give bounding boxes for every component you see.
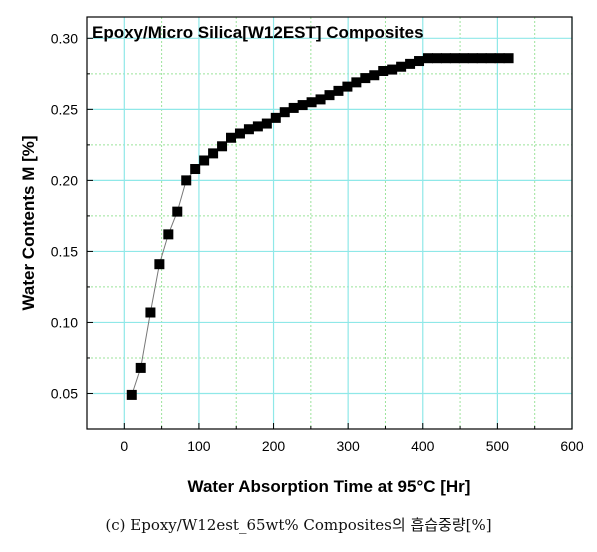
data-point (199, 155, 210, 166)
data-point (154, 259, 165, 270)
data-point (270, 112, 281, 123)
y-axis-label: Water Contents M [%] (19, 135, 38, 310)
data-point (458, 53, 469, 64)
data-point (369, 70, 380, 81)
x-tick-label: 300 (336, 438, 360, 454)
data-point (163, 229, 174, 240)
data-point (333, 85, 344, 96)
plot-frame (86, 16, 573, 430)
data-point (190, 164, 201, 175)
data-point (234, 128, 245, 139)
series-line (131, 57, 509, 396)
data-point (449, 53, 460, 64)
data-point (342, 81, 353, 92)
data-point (208, 148, 219, 159)
y-tick-label: 0.25 (51, 101, 78, 117)
data-point (351, 77, 362, 88)
x-tick-label: 400 (411, 438, 435, 454)
y-tick-label: 0.30 (51, 30, 78, 46)
data-point (422, 53, 433, 64)
data-point (279, 107, 290, 118)
data-point (396, 61, 407, 72)
data-point (126, 389, 137, 400)
x-tick-label: 0 (120, 438, 128, 454)
y-tick-label: 0.05 (51, 385, 78, 401)
series-layer (126, 53, 514, 400)
y-tick-label: 0.20 (51, 172, 78, 188)
data-point (297, 100, 308, 111)
data-point (387, 64, 398, 75)
y-tick-label: 0.15 (51, 243, 78, 259)
data-point (252, 121, 263, 132)
figure-caption: (c) Epoxy/W12est_65wt% Composites의 흡습중량[… (105, 516, 492, 534)
data-point (243, 124, 254, 135)
data-point (360, 73, 371, 84)
x-tick-label: 200 (262, 438, 286, 454)
data-point (467, 53, 478, 64)
data-point (135, 362, 146, 373)
data-point (494, 53, 505, 64)
x-tick-label: 100 (187, 438, 211, 454)
data-point (414, 56, 425, 67)
grid-layer (86, 17, 573, 430)
data-point (503, 53, 514, 64)
data-point (405, 58, 416, 69)
data-point (440, 53, 451, 64)
data-point (226, 132, 237, 143)
data-point (378, 65, 389, 76)
x-tick-label: 600 (560, 438, 584, 454)
data-point (306, 97, 317, 108)
data-point (145, 307, 156, 318)
data-point (172, 206, 183, 217)
x-tick-label: 500 (486, 438, 510, 454)
data-point (315, 94, 326, 105)
tick-layer: 0 100 200 300 400 500 600 0.05 0.10 0.15 0.20 0.25 0… (51, 30, 584, 454)
data-point (217, 141, 228, 152)
data-point (261, 118, 272, 129)
data-point (485, 53, 496, 64)
y-tick-label: 0.10 (51, 314, 78, 330)
data-point (431, 53, 442, 64)
chart-title: Epoxy/Micro Silica[W12EST] Composites (92, 23, 424, 42)
data-point (324, 90, 335, 101)
data-point (181, 175, 192, 186)
data-point (288, 102, 299, 113)
data-point (476, 53, 487, 64)
x-axis-label: Water Absorption Time at 95°C [Hr] (188, 477, 471, 496)
